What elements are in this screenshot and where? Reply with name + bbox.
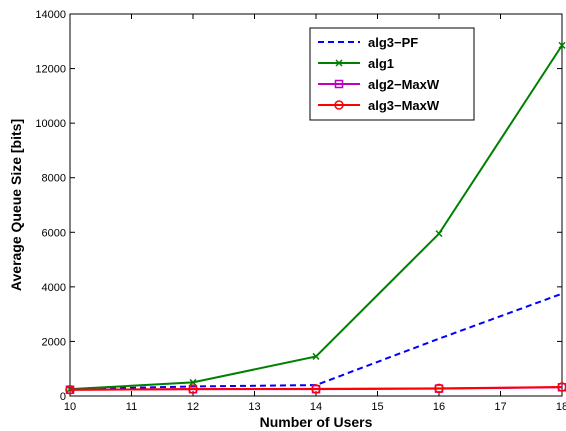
data-point: [558, 41, 566, 49]
series-0: [69, 292, 563, 391]
y-tick-label: 4000: [42, 282, 66, 294]
series-layer: [65, 41, 566, 395]
x-tick-label: 10: [64, 401, 76, 413]
series-3: [65, 382, 566, 395]
data-point: [189, 378, 197, 386]
series-line: [69, 385, 563, 391]
legend-label: alg1: [368, 56, 394, 71]
data-point: [557, 382, 566, 392]
legend: alg3−PF alg1 alg2−MaxW alg3−MaxW: [309, 27, 475, 121]
data-point: [65, 384, 75, 395]
x-tick-label: 11: [126, 401, 137, 413]
y-tick-label: 0: [60, 391, 66, 403]
legend-marker: [335, 59, 343, 67]
legend-item: alg3−PF: [318, 35, 418, 50]
legend-label: alg2−MaxW: [368, 77, 440, 92]
data-point: [188, 384, 198, 394]
y-tick-label: 12000: [35, 64, 66, 76]
x-tick-label: 16: [433, 401, 445, 413]
legend-marker: [334, 100, 344, 110]
legend-marker: [334, 79, 344, 89]
series-line: [69, 292, 563, 391]
x-tick-label: 15: [371, 401, 383, 413]
data-point: [435, 230, 443, 238]
y-tick-label: 2000: [42, 336, 66, 348]
x-tick-label: 12: [187, 401, 199, 413]
y-tick-label: 6000: [42, 227, 66, 239]
legend-item: alg2−MaxW: [318, 77, 440, 92]
axis-ticks: 10 11 12 13 14 15 16 17 18 0 2000 4000 6000 8000 10000…: [35, 9, 566, 413]
legend-label: alg3−PF: [368, 35, 418, 50]
x-tick-label: 14: [310, 401, 322, 413]
x-axis-label: Number of Users: [260, 414, 373, 430]
series-1: [66, 41, 566, 393]
x-tick-label: 18: [556, 401, 566, 413]
y-tick-label: 14000: [35, 9, 66, 21]
x-tick-label: 17: [494, 401, 506, 413]
legend-label: alg3−MaxW: [368, 98, 440, 113]
data-point: [311, 384, 321, 394]
x-tick-label: 13: [248, 401, 260, 413]
y-tick-label: 8000: [42, 173, 66, 185]
y-tick-label: 10000: [35, 118, 66, 130]
data-point: [312, 352, 320, 360]
y-axis-label: Average Queue Size [bits]: [8, 119, 24, 291]
legend-item: alg1: [318, 56, 394, 71]
data-point: [434, 383, 444, 394]
legend-item: alg3−MaxW: [318, 98, 440, 113]
